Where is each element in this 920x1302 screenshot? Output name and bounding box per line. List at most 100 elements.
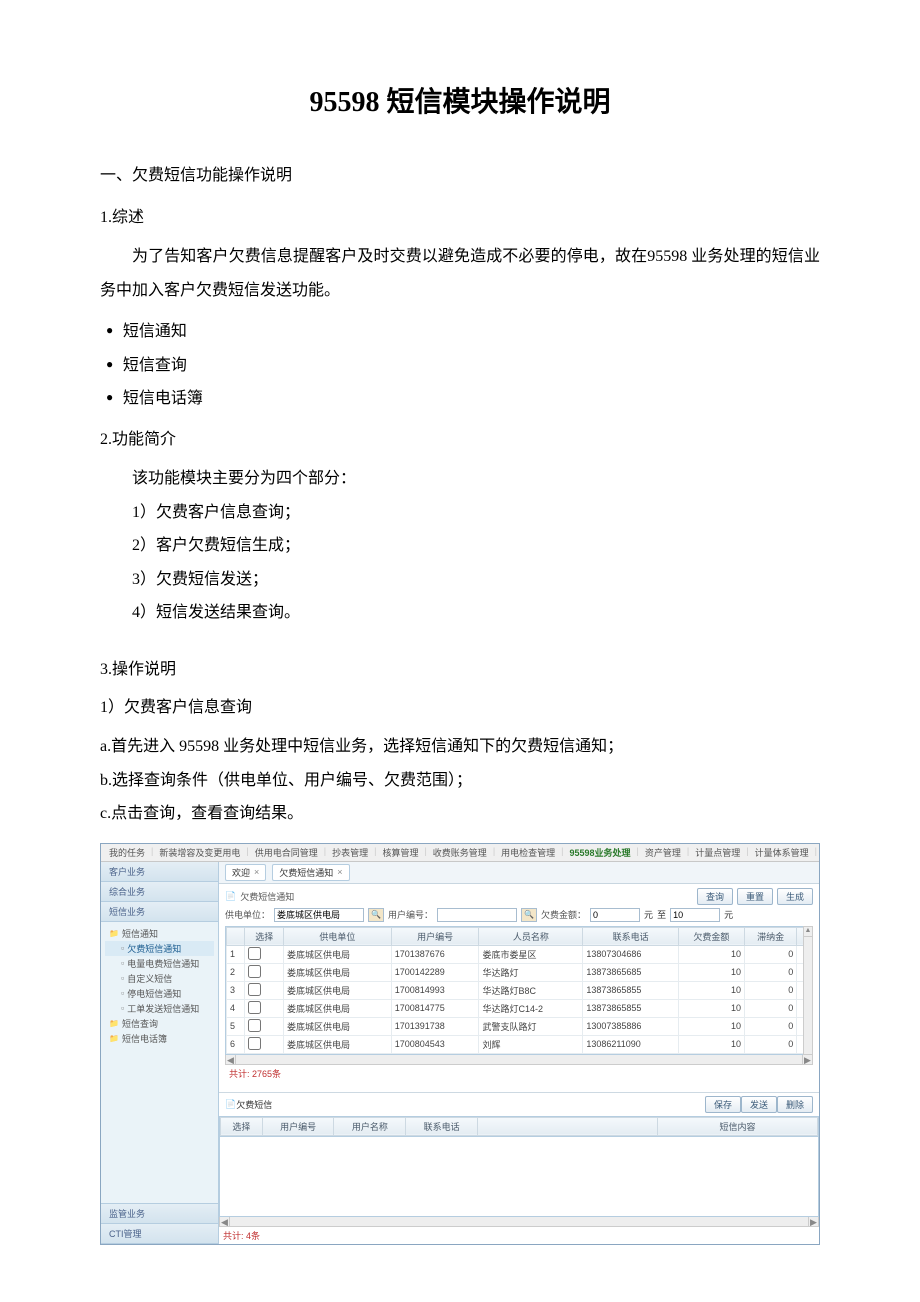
query-button[interactable]: 查询 [697, 888, 733, 905]
column-header[interactable]: 短信内容 [658, 1117, 818, 1135]
column-header[interactable]: 滞纳金 [744, 927, 796, 945]
horizontal-scrollbar[interactable]: ◀▶ [225, 1055, 813, 1065]
tree-label: 短信查询 [122, 1017, 158, 1030]
tree-node[interactable]: 电量电费短信通知 [105, 956, 214, 971]
yuan-label: 元 [644, 908, 653, 921]
column-header[interactable]: 人员名称 [479, 927, 583, 945]
tree-node[interactable]: 短信电话簿 [105, 1031, 214, 1046]
column-header[interactable] [478, 1117, 658, 1135]
sidebar-head-sms[interactable]: 短信业务 [101, 902, 218, 922]
tab-welcome[interactable]: 欢迎 × [225, 864, 266, 881]
tab-arrears-sms[interactable]: 欠费短信通知 × [272, 864, 349, 881]
row-checkbox[interactable] [248, 983, 261, 996]
page-icon [121, 988, 124, 998]
close-icon[interactable]: × [254, 867, 259, 877]
bullet-item: 短信电话簿 [100, 382, 820, 416]
menu-item[interactable]: 用电检查管理 [499, 846, 557, 859]
sidebar-head-general[interactable]: 综合业务 [101, 882, 218, 902]
vertical-scrollbar[interactable]: ▲ [803, 926, 813, 1055]
menu-item[interactable]: 计量点管理 [693, 846, 742, 859]
table-row[interactable]: 4娄底城区供电局1700814775华达路灯C14-21387386585510… [227, 999, 812, 1017]
column-header[interactable]: 联系电话 [583, 927, 678, 945]
delete-button[interactable]: 删除 [777, 1096, 813, 1113]
page-icon [121, 958, 124, 968]
menu-item[interactable]: 核算管理 [380, 846, 420, 859]
menu-item[interactable]: 收费账务管理 [431, 846, 489, 859]
page-title: 95598 短信模块操作说明 [100, 80, 820, 120]
menu-item[interactable]: 我的任务 [107, 846, 147, 859]
folder-icon [109, 1018, 119, 1028]
column-header[interactable]: 供电单位 [283, 927, 391, 945]
query-row: 供电单位： 🔍 用户编号： 🔍 欠费金额： 元 至 元 [225, 908, 813, 922]
sidebar-head-customer[interactable]: 客户业务 [101, 862, 218, 882]
folder-icon: 📄 [225, 891, 236, 902]
reset-button[interactable]: 重置 [737, 888, 773, 905]
table-row[interactable]: 3娄底城区供电局1700814993华达路灯B8C13873865855100 [227, 981, 812, 999]
main-area: 欢迎 × 欠费短信通知 × 📄 欠费短信通知 查询 重置 生成 [219, 862, 819, 1244]
close-icon[interactable]: × [337, 867, 342, 877]
send-button[interactable]: 发送 [741, 1096, 777, 1113]
userno-input[interactable] [437, 908, 517, 922]
unit-input[interactable] [274, 908, 364, 922]
sms-count: 共计: 4条 [219, 1227, 819, 1244]
row-checkbox[interactable] [248, 1019, 261, 1032]
feature-item: 3）欠费短信发送； [132, 563, 820, 597]
tree-node[interactable]: 短信通知 [105, 926, 214, 941]
bullet-list: 短信通知 短信查询 短信电话簿 [100, 315, 820, 416]
column-header[interactable]: 用户名称 [334, 1117, 406, 1135]
menu-item[interactable]: 95598业务处理 [568, 846, 633, 859]
table-row[interactable]: 6娄底城区供电局1700804543刘辉13086211090100 [227, 1035, 812, 1053]
step-a: a.首先进入 95598 业务处理中短信业务，选择短信通知下的欠费短信通知； [100, 730, 820, 764]
table-row[interactable]: 1娄底城区供电局1701387676娄底市娄星区13807304686100 [227, 945, 812, 963]
panel-title-sms: 欠费短信 [236, 1098, 272, 1111]
menu-item[interactable]: 计量体系管理 [753, 846, 811, 859]
table-row[interactable]: 5娄底城区供电局1701391738武警支队路灯13007385886100 [227, 1017, 812, 1035]
save-button[interactable]: 保存 [705, 1096, 741, 1113]
panel-sms: 📄 欠费短信 保存 发送 删除 选择用户编号用户名称联系电话 短信内容 ◀▶ 共计… [219, 1092, 819, 1244]
result-count: 共计: 2765条 [225, 1065, 813, 1082]
menu-item[interactable]: 新装增容及变更用电 [157, 846, 242, 859]
column-header[interactable]: 联系电话 [406, 1117, 478, 1135]
tree-node[interactable]: 短信查询 [105, 1016, 214, 1031]
features-intro: 该功能模块主要分为四个部分： [100, 462, 820, 496]
column-header[interactable]: 选择 [221, 1117, 263, 1135]
panel-title-notice: 📄 欠费短信通知 查询 重置 生成 [225, 888, 813, 905]
tree-node[interactable]: 工单发送短信通知 [105, 1001, 214, 1016]
lookup-icon[interactable]: 🔍 [368, 908, 384, 922]
sidebar-foot-cti[interactable]: CTI管理 [101, 1224, 218, 1244]
step-b: b.选择查询条件（供电单位、用户编号、欠费范围）； [100, 764, 820, 798]
row-checkbox[interactable] [248, 1037, 261, 1050]
nav-tree: 短信通知欠费短信通知电量电费短信通知自定义短信停电短信通知工单发送短信通知短信查… [101, 922, 218, 1203]
folder-icon [109, 928, 119, 938]
tree-label: 短信通知 [122, 927, 158, 940]
lookup-icon[interactable]: 🔍 [521, 908, 537, 922]
menu-item[interactable]: 供用电合同管理 [253, 846, 320, 859]
page-icon [121, 943, 124, 953]
generate-button[interactable]: 生成 [777, 888, 813, 905]
tree-node[interactable]: 自定义短信 [105, 971, 214, 986]
tree-node[interactable]: 欠费短信通知 [105, 941, 214, 956]
horizontal-scrollbar[interactable]: ◀▶ [219, 1217, 819, 1227]
column-header[interactable]: 选择 [245, 927, 283, 945]
row-checkbox[interactable] [248, 1001, 261, 1014]
column-header[interactable]: 欠费金额 [678, 927, 744, 945]
amount-to-input[interactable] [670, 908, 720, 922]
row-checkbox[interactable] [248, 947, 261, 960]
column-header[interactable]: 用户编号 [262, 1117, 334, 1135]
menu-item[interactable]: 抄表管理 [330, 846, 370, 859]
table-row[interactable]: 2娄底城区供电局1700142289华达路灯13873865685100 [227, 963, 812, 981]
subhead-ops: 3.操作说明 [100, 654, 820, 686]
menu-item[interactable]: 资产管理 [643, 846, 683, 859]
sidebar-foot-supervise[interactable]: 监管业务 [101, 1204, 218, 1224]
amount-from-input[interactable] [590, 908, 640, 922]
feature-item: 4）短信发送结果查询。 [132, 596, 820, 630]
unit-label: 供电单位： [225, 908, 270, 921]
tab-label: 欢迎 [232, 866, 250, 879]
step-c: c.点击查询，查看查询结果。 [100, 797, 820, 831]
folder-icon: 📄 [225, 1099, 236, 1110]
column-header[interactable]: 用户编号 [391, 927, 479, 945]
row-checkbox[interactable] [248, 965, 261, 978]
tree-node[interactable]: 停电短信通知 [105, 986, 214, 1001]
bullet-item: 短信查询 [100, 349, 820, 383]
column-header[interactable] [227, 927, 245, 945]
